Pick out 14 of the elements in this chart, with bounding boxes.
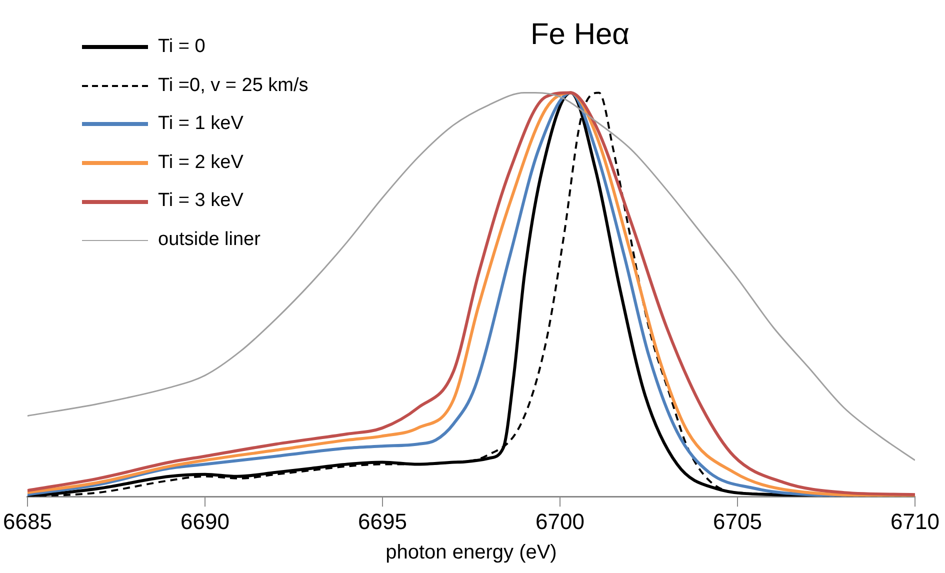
chart-title: Fe Heα — [529, 18, 631, 52]
legend-label: Ti =0, v = 25 km/s — [158, 74, 308, 98]
legend-label: outside liner — [158, 228, 260, 252]
x-tick-label: 6695 — [358, 508, 407, 534]
legend-label: Ti = 2 keV — [158, 150, 244, 175]
x-tick-label: 6700 — [536, 508, 584, 534]
legend-label: Ti = 3 keV — [158, 189, 244, 214]
x-tick-label: 6710 — [890, 508, 940, 534]
x-tick-label: 6685 — [2, 508, 52, 534]
x-tick-label: 6690 — [180, 508, 230, 534]
x-axis-title: photon energy (eV) — [386, 542, 557, 564]
x-tick-label: 6705 — [713, 508, 762, 534]
legend-label: Ti = 0 — [158, 35, 206, 59]
legend-label: Ti = 1 keV — [158, 112, 244, 136]
